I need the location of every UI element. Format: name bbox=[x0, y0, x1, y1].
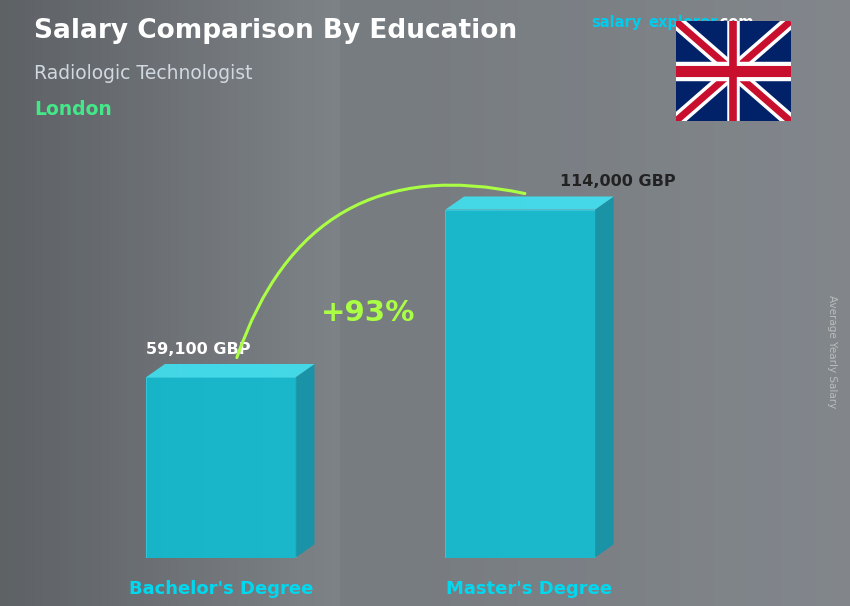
Text: 114,000 GBP: 114,000 GBP bbox=[559, 174, 675, 189]
Text: Radiologic Technologist: Radiologic Technologist bbox=[34, 64, 252, 82]
Text: Salary Comparison By Education: Salary Comparison By Education bbox=[34, 18, 517, 44]
Polygon shape bbox=[595, 196, 614, 558]
FancyArrowPatch shape bbox=[237, 185, 524, 358]
Text: explorer: explorer bbox=[649, 15, 718, 30]
Text: 59,100 GBP: 59,100 GBP bbox=[146, 342, 251, 356]
Text: .com: .com bbox=[715, 15, 754, 30]
Polygon shape bbox=[146, 377, 296, 558]
Polygon shape bbox=[146, 364, 314, 377]
Text: salary: salary bbox=[591, 15, 641, 30]
Text: Master's Degree: Master's Degree bbox=[446, 580, 613, 598]
Text: +93%: +93% bbox=[320, 299, 415, 327]
Polygon shape bbox=[296, 364, 314, 558]
Polygon shape bbox=[676, 21, 790, 121]
Text: London: London bbox=[34, 100, 111, 119]
Text: Bachelor's Degree: Bachelor's Degree bbox=[129, 580, 313, 598]
Polygon shape bbox=[445, 196, 614, 210]
Text: Average Yearly Salary: Average Yearly Salary bbox=[827, 295, 837, 408]
Polygon shape bbox=[445, 210, 595, 558]
